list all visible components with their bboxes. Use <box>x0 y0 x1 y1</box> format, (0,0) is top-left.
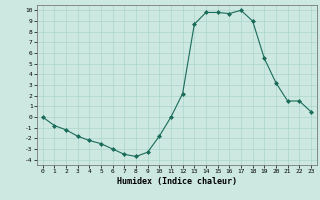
X-axis label: Humidex (Indice chaleur): Humidex (Indice chaleur) <box>117 177 237 186</box>
